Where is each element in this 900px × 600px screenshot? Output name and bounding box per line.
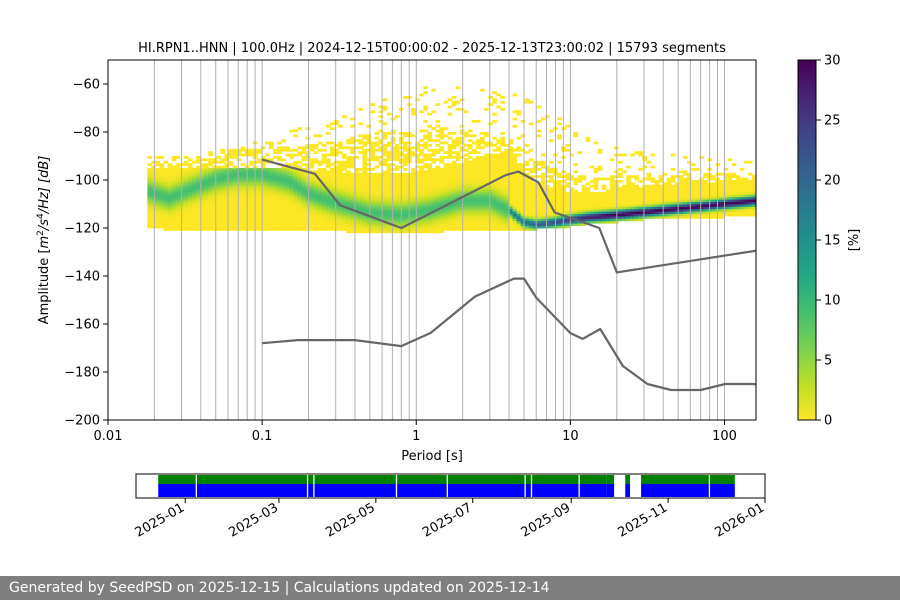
colorbar (797, 59, 817, 421)
colorbar-tick-label: 20 (824, 174, 841, 189)
colorbar-tick-label: 30 (824, 54, 841, 69)
y-label-end: /Hz] [dB] (37, 156, 52, 215)
nhnm-curve (261, 158, 756, 274)
noise-model-curves (261, 158, 756, 392)
footer-text: Generated by SeedPSD on 2025-12-15 | Cal… (9, 580, 550, 596)
y-tick-label: −180 (64, 366, 100, 381)
x-tick-label: 1 (412, 429, 420, 444)
colorbar-tick-label: 5 (824, 354, 832, 369)
footer-bar: Generated by SeedPSD on 2025-12-15 | Cal… (0, 576, 900, 600)
colorbar-ticks: 0 5 10 15 20 25 30 (816, 54, 841, 429)
period-grid (153, 60, 726, 420)
data-segment (641, 484, 735, 497)
availability-segment (641, 475, 735, 484)
y-tick-label: −80 (73, 126, 100, 141)
y-tick-label: −200 (64, 414, 100, 429)
data-availability-timeline (158, 475, 735, 497)
data-segment (158, 484, 607, 497)
x-axis-label: Period [s] (401, 449, 463, 464)
colorbar-label: [%] (847, 229, 862, 252)
nlnm-curve (262, 277, 756, 392)
x-tick-label: 0.1 (252, 429, 273, 444)
y-tick-label: −140 (64, 270, 100, 285)
colorbar-tick-label: 25 (824, 114, 841, 129)
availability-segment (606, 475, 615, 484)
y-tick-label: −120 (64, 222, 100, 237)
plot-frame (107, 59, 757, 421)
chart-title: HI.RPN1..HNN | 100.0Hz | 2024-12-15T00:0… (138, 41, 726, 56)
availability-segment (625, 475, 630, 484)
y-tick-label: −160 (64, 318, 100, 333)
x-tick-label: 10 (562, 429, 579, 444)
x-tick-label: 100 (712, 429, 737, 444)
y-label-math: m (37, 236, 52, 249)
colorbar-tick-label: 10 (824, 294, 841, 309)
y-label-main: Amplitude [ (37, 248, 52, 324)
x-tick-label: 0.01 (94, 429, 123, 444)
colorbar-tick-label: 0 (824, 414, 832, 429)
psd-figure: HI.RPN1..HNN | 100.0Hz | 2024-12-15T00:0… (36, 41, 862, 541)
x-axis-ticks: 0.01 0.1 1 10 100 (94, 420, 737, 444)
y-label-sup2: 4 (36, 213, 46, 219)
data-segment (606, 484, 615, 497)
y-axis-ticks: −60 −80 −100 −120 −140 −160 −180 −200 (64, 78, 108, 429)
colorbar-tick-label: 15 (824, 234, 841, 249)
y-axis-label: Amplitude [m2/s4/Hz] [dB] (36, 156, 52, 325)
availability-segment (158, 475, 607, 484)
y-label-sup1: 2 (36, 230, 46, 236)
y-tick-label: −60 (73, 78, 100, 93)
data-segment (625, 484, 630, 497)
y-label-mid: /s (37, 219, 52, 231)
timeline-frame (135, 473, 766, 499)
y-tick-label: −100 (64, 174, 100, 189)
